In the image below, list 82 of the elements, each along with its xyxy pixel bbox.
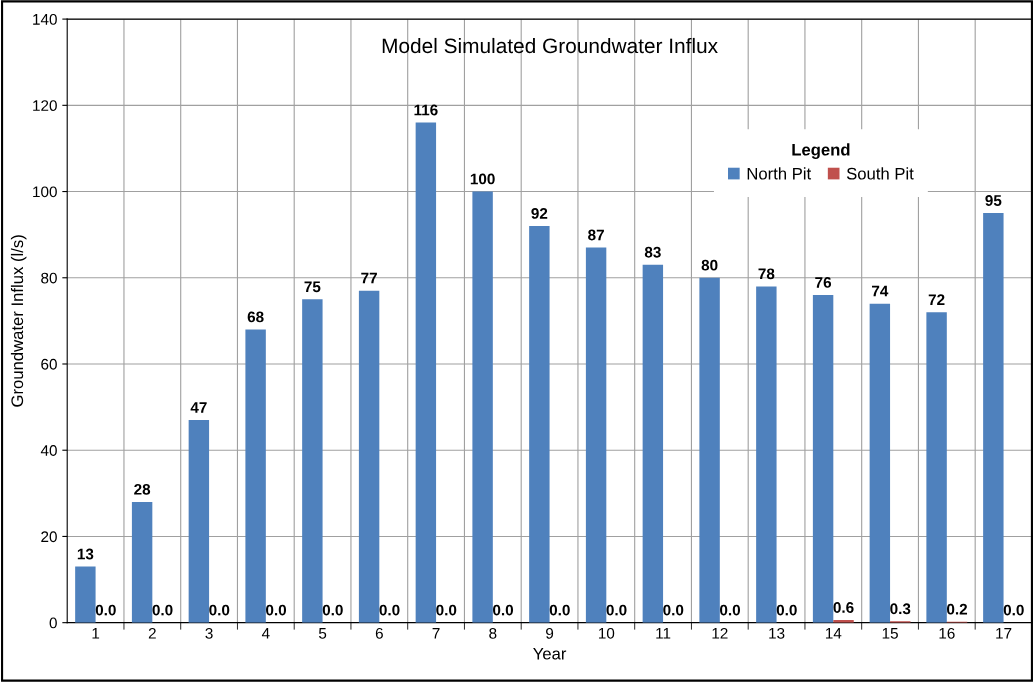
bar [245, 329, 266, 623]
data-label: 0.3 [890, 603, 911, 615]
y-tick-label: 100 [33, 186, 57, 198]
bar [642, 264, 664, 623]
x-tick-label: 5 [318, 628, 327, 639]
data-label: 0.0 [1003, 604, 1024, 616]
data-label: 0.0 [606, 604, 627, 616]
data-label: 0.0 [720, 604, 741, 616]
x-tick-label: 17 [996, 628, 1012, 639]
bar [529, 226, 550, 623]
x-tick-label: 8 [489, 627, 497, 639]
data-label: 0.0 [493, 604, 514, 616]
y-tick-label: 140 [33, 13, 57, 25]
x-tick-label: 1 [92, 628, 100, 639]
y-tick-label: 120 [33, 100, 57, 112]
bar [699, 277, 720, 623]
data-label: 78 [758, 268, 775, 280]
bar [188, 420, 210, 623]
data-label: 77 [361, 272, 377, 284]
text: Model Simulated Groundwater Influx [382, 37, 718, 54]
x-axis-title: Year [533, 647, 567, 660]
bar [472, 191, 493, 623]
data-label: 0.0 [95, 604, 116, 616]
data-label: 75 [304, 281, 321, 293]
x-tick-label: 14 [825, 628, 842, 639]
data-label: 0.0 [663, 604, 684, 616]
x-tick-label: 2 [148, 627, 156, 639]
x-tick-label: 6 [375, 627, 383, 639]
y-tick-label: 20 [41, 531, 57, 543]
bar [415, 122, 437, 623]
data-label: 0.6 [833, 602, 854, 613]
bar [926, 312, 947, 623]
bar [983, 213, 1004, 623]
bar [869, 303, 891, 623]
y-axis-title: Groundwater Influx (l/s) [10, 235, 27, 407]
data-label: 0.0 [436, 604, 457, 616]
data-label: 76 [815, 277, 832, 288]
bar [131, 501, 153, 623]
legend-label: South Pit [846, 167, 914, 180]
data-label: 100 [470, 173, 495, 185]
bar [756, 286, 777, 623]
x-tick-label: 3 [205, 627, 213, 639]
data-label: 0.0 [379, 604, 400, 616]
data-label: 92 [531, 208, 548, 219]
legend-title: Legend [792, 143, 850, 159]
data-label: 0.0 [776, 604, 797, 616]
bar [585, 247, 607, 623]
y-tick-label: 60 [41, 358, 57, 370]
x-tick-label: 4 [261, 628, 270, 639]
x-tick-label: 13 [769, 627, 785, 639]
data-label: 0.0 [209, 604, 230, 616]
data-label: 80 [701, 259, 718, 271]
data-label: 68 [247, 311, 264, 323]
x-tick-label: 12 [712, 627, 728, 639]
data-label: 116 [414, 104, 438, 116]
bar [302, 299, 323, 623]
data-label: 95 [985, 195, 1002, 206]
x-tick-label: 9 [546, 627, 554, 639]
data-label: 74 [872, 285, 889, 297]
y-tick-label: 40 [40, 445, 57, 456]
data-label: 28 [134, 483, 151, 495]
x-tick-label: 10 [598, 627, 615, 639]
data-label: 0.0 [549, 604, 570, 616]
bar [75, 566, 96, 623]
data-label: 0.0 [152, 604, 173, 616]
bar [358, 290, 380, 623]
data-label: 47 [190, 402, 207, 413]
x-tick-label: 15 [882, 628, 898, 639]
bar [812, 295, 834, 623]
data-label: 0.0 [266, 604, 287, 616]
data-label: 72 [928, 294, 945, 305]
data-label: 0.2 [947, 603, 968, 615]
x-tick-label: 7 [432, 628, 440, 639]
data-label: 0.0 [322, 604, 343, 616]
y-tick-label: 0 [49, 617, 57, 629]
legend-label: North Pit [747, 167, 812, 180]
data-label: 87 [588, 229, 604, 241]
data-label: 83 [644, 246, 661, 258]
x-tick-label: 16 [939, 627, 955, 639]
x-tick-label: 11 [656, 628, 671, 639]
y-tick-label: 80 [41, 272, 57, 284]
data-label: 13 [77, 548, 94, 560]
